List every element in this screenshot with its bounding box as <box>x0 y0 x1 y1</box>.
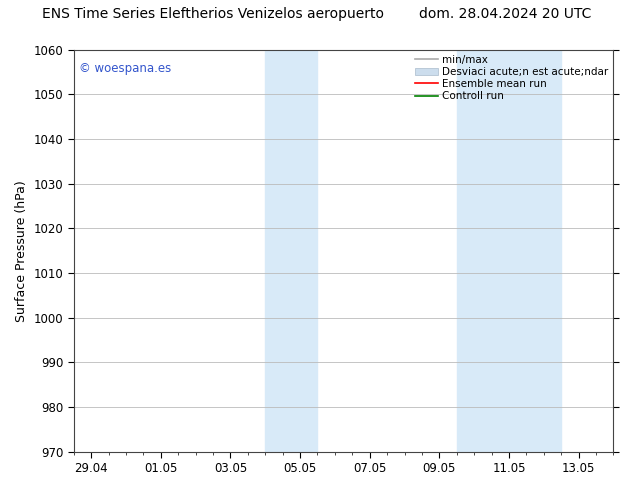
Legend: min/max, Desviaci acute;n est acute;ndar, Ensemble mean run, Controll run: min/max, Desviaci acute;n est acute;ndar… <box>413 53 611 103</box>
Text: © woespana.es: © woespana.es <box>79 62 171 75</box>
Y-axis label: Surface Pressure (hPa): Surface Pressure (hPa) <box>15 180 28 321</box>
Text: ENS Time Series Eleftherios Venizelos aeropuerto        dom. 28.04.2024 20 UTC: ENS Time Series Eleftherios Venizelos ae… <box>42 7 592 22</box>
Bar <box>265 49 318 452</box>
Bar <box>456 49 561 452</box>
